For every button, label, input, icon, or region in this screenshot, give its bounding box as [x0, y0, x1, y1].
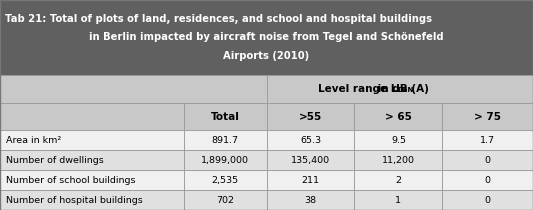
Bar	[184, 150, 266, 170]
Text: Tab 21: Total of plots of land, residences, and school and hospital buildings: Tab 21: Total of plots of land, residenc…	[5, 14, 432, 24]
Text: Area in km²: Area in km²	[6, 136, 62, 145]
Bar	[442, 170, 533, 190]
Bar	[354, 170, 442, 190]
Text: 891.7: 891.7	[212, 136, 239, 145]
Text: > 65: > 65	[385, 112, 412, 122]
Text: in Berlin impacted by aircraft noise from Tegel and Schönefeld: in Berlin impacted by aircraft noise fro…	[89, 32, 444, 42]
Bar	[442, 150, 533, 170]
Text: Number of dwellings: Number of dwellings	[6, 156, 104, 165]
Text: 1.7: 1.7	[480, 136, 495, 145]
Text: 2,535: 2,535	[212, 176, 239, 185]
Text: 11,200: 11,200	[382, 156, 415, 165]
Bar	[0, 103, 184, 130]
Bar	[266, 103, 354, 130]
Text: 0: 0	[484, 156, 491, 165]
Bar	[354, 103, 442, 130]
Bar	[184, 190, 266, 210]
Text: Airports (2010): Airports (2010)	[223, 51, 310, 61]
Bar	[0, 150, 184, 170]
Text: 135,400: 135,400	[291, 156, 330, 165]
Bar	[442, 190, 533, 210]
Text: 9.5: 9.5	[391, 136, 406, 145]
Text: 65.3: 65.3	[300, 136, 321, 145]
Text: 211: 211	[302, 176, 319, 185]
Bar	[266, 170, 354, 190]
Text: Level range L: Level range L	[318, 84, 397, 94]
Bar	[0, 75, 266, 103]
Bar	[0, 0, 533, 75]
Text: 2: 2	[395, 176, 401, 185]
Bar	[0, 130, 184, 150]
Bar	[184, 170, 266, 190]
Text: 1: 1	[395, 196, 401, 205]
Text: >55: >55	[299, 112, 322, 122]
Bar	[442, 103, 533, 130]
Bar	[184, 103, 266, 130]
Bar	[354, 190, 442, 210]
Bar	[184, 130, 266, 150]
Text: 0: 0	[484, 176, 491, 185]
Bar	[0, 170, 184, 190]
Bar	[354, 130, 442, 150]
Text: 0: 0	[484, 196, 491, 205]
Bar	[266, 190, 354, 210]
Text: Number of hospital buildings: Number of hospital buildings	[6, 196, 143, 205]
Text: 38: 38	[304, 196, 317, 205]
Bar	[266, 150, 354, 170]
Text: DEN: DEN	[397, 87, 414, 93]
Bar	[266, 75, 533, 103]
Bar	[354, 150, 442, 170]
Text: Total: Total	[211, 112, 240, 122]
Text: 1,899,000: 1,899,000	[201, 156, 249, 165]
Bar	[266, 130, 354, 150]
Bar	[0, 190, 184, 210]
Text: > 75: > 75	[474, 112, 501, 122]
Text: in dB (A): in dB (A)	[374, 84, 429, 94]
Bar	[442, 130, 533, 150]
Text: Number of school buildings: Number of school buildings	[6, 176, 136, 185]
Text: 702: 702	[216, 196, 234, 205]
